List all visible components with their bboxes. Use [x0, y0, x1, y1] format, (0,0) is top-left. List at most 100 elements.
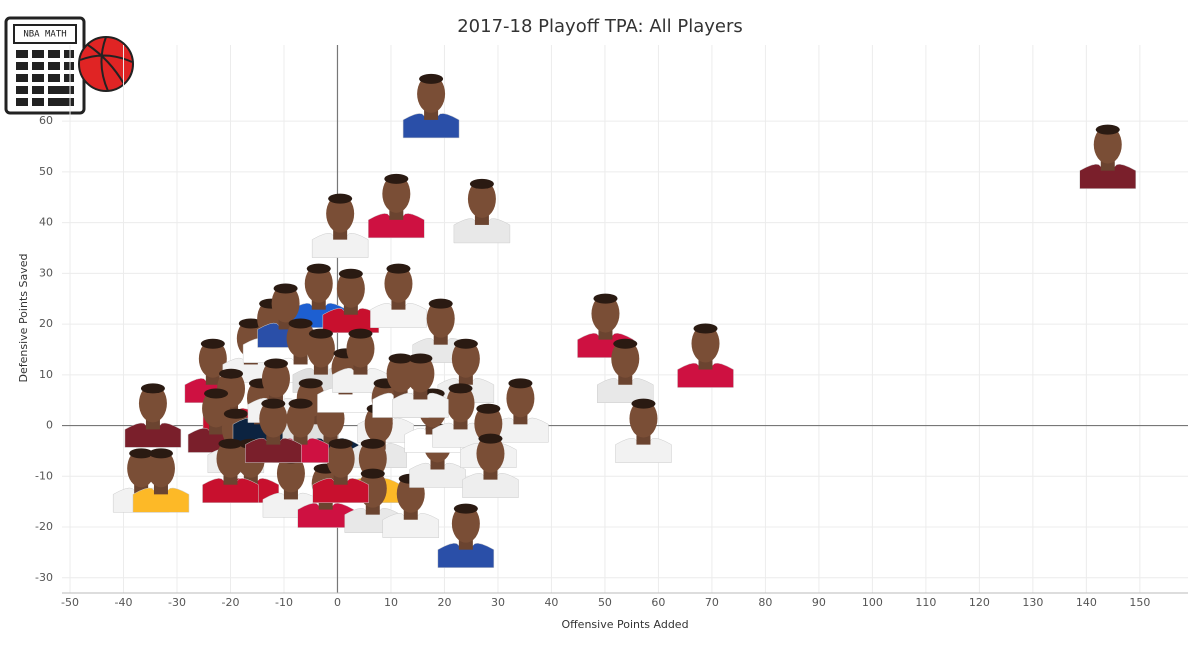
head [446, 384, 475, 423]
hair [288, 398, 313, 409]
hair [1095, 124, 1120, 135]
chart-title: 2017-18 Playoff TPA: All Players [457, 16, 743, 37]
head [474, 404, 503, 443]
logo: NBA MATH [4, 16, 134, 115]
hair [261, 398, 286, 409]
x-tick-label: -40 [115, 596, 133, 609]
y-tick-label: 60 [39, 114, 53, 127]
head [417, 74, 446, 113]
player-headshot [311, 193, 369, 258]
player-headshot [492, 378, 549, 443]
x-tick-label: 120 [969, 596, 990, 609]
hair [476, 403, 501, 414]
hair [140, 383, 165, 394]
hair [263, 358, 288, 369]
hair [238, 318, 263, 329]
hair [388, 353, 413, 364]
hair [273, 283, 298, 294]
head [426, 299, 455, 338]
head [276, 454, 305, 493]
y-tick-label: 30 [39, 266, 53, 279]
player-headshot [368, 173, 425, 239]
hair [218, 438, 243, 449]
hair [200, 338, 225, 349]
head [406, 354, 435, 393]
y-tick-label: 20 [39, 317, 53, 330]
player-headshot [615, 398, 672, 463]
head [691, 324, 720, 363]
y-tick-label: 0 [46, 419, 53, 432]
head [146, 449, 175, 488]
player-headshot [1079, 124, 1137, 189]
head [326, 194, 355, 233]
logo-ball-seams [79, 36, 133, 92]
y-tick-label: 40 [39, 216, 53, 229]
hair [478, 433, 503, 444]
head [216, 439, 245, 478]
logo-screen [13, 24, 77, 44]
player-headshot [392, 353, 449, 418]
hair [129, 448, 154, 459]
x-tick-label: 100 [862, 596, 883, 609]
hair [448, 383, 473, 394]
player-headshot [332, 328, 389, 393]
x-tick-label: 0 [334, 596, 341, 609]
x-tick-label: 110 [915, 596, 936, 609]
hair [204, 388, 229, 399]
player-headshot [187, 388, 245, 453]
hair [593, 293, 618, 304]
hair [693, 323, 718, 334]
player-headshot [322, 268, 380, 333]
x-tick-label: -10 [275, 596, 293, 609]
x-tick-label: 20 [437, 596, 451, 609]
head [629, 399, 658, 438]
hair [453, 503, 478, 514]
head [286, 399, 315, 438]
x-tick-label: -50 [61, 596, 79, 609]
x-tick-label: 50 [598, 596, 612, 609]
hair [219, 368, 244, 379]
hair [338, 268, 363, 279]
hair [631, 398, 656, 409]
hair [223, 408, 248, 419]
logo-keys [16, 50, 74, 106]
head [611, 339, 640, 378]
head [259, 399, 288, 438]
hair [298, 378, 323, 389]
head [506, 379, 535, 418]
head [326, 439, 355, 478]
hair [408, 353, 433, 364]
head [386, 354, 415, 393]
hair [384, 173, 409, 184]
y-tick-label: -30 [35, 571, 53, 584]
head [346, 329, 375, 368]
player-headshot [132, 448, 190, 513]
logo-ball [78, 36, 134, 92]
hair [328, 438, 353, 449]
player-headshot [437, 503, 495, 568]
head [306, 329, 335, 368]
player-headshot [202, 438, 259, 503]
y-axis-title: Defensive Points Saved [17, 254, 30, 383]
hair [328, 193, 353, 204]
player-headshot [402, 73, 460, 139]
hair [360, 468, 385, 479]
hair [386, 263, 411, 274]
hair [469, 178, 494, 189]
x-axis-title: Offensive Points Added [561, 618, 688, 631]
player-headshot [245, 398, 302, 463]
head [358, 439, 387, 478]
head [1093, 125, 1122, 164]
hair [453, 338, 478, 349]
hair [288, 318, 313, 329]
head [591, 294, 620, 333]
head [261, 359, 290, 398]
hair [348, 328, 373, 339]
x-tick-label: 70 [705, 596, 719, 609]
player-headshot [124, 383, 182, 448]
x-tick-label: 60 [651, 596, 665, 609]
head [384, 264, 413, 303]
x-tick-label: 140 [1076, 596, 1097, 609]
hair [306, 263, 331, 274]
x-tick-label: 80 [758, 596, 772, 609]
